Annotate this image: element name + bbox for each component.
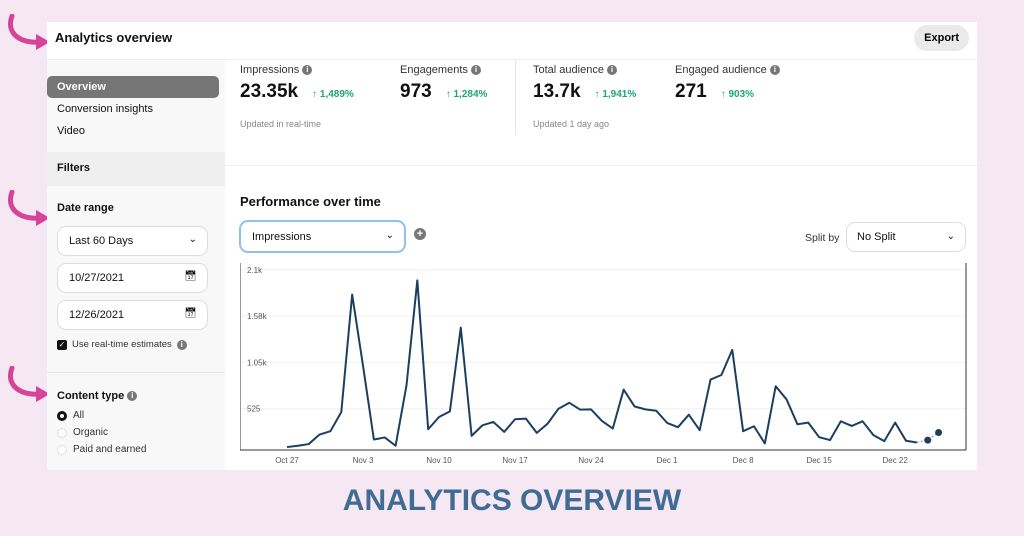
sidebar-item-video[interactable]: Video [57, 125, 85, 137]
x-tick-label: Nov 17 [502, 456, 528, 465]
metric-value: 23.35k [240, 81, 299, 102]
metric-name: Engaged audience i [675, 64, 780, 76]
metric-value: 13.7k [533, 81, 581, 102]
metric-value: 271 [675, 81, 707, 102]
x-tick-label: Nov 10 [426, 456, 452, 465]
split-by-label: Split by [805, 232, 840, 244]
start-date-value: 10/27/2021 [69, 272, 125, 284]
footer-title: ANALYTICS OVERVIEW [342, 484, 682, 517]
metric-change: ↑ 1,941% [594, 89, 637, 100]
date-range-value: Last 60 Days [69, 235, 134, 247]
end-date-input[interactable]: 12/26/2021 📅︎ [57, 300, 208, 330]
metric-label: Total audience [533, 64, 604, 76]
performance-chart: 525 1.05k 1.58k 2.1k Oct 27 Nov 3 Nov 10 Nov 17… [240, 263, 967, 465]
performance-title: Performance over time [240, 194, 381, 209]
x-tick-label: Nov 3 [353, 456, 374, 465]
checkbox-checked-icon[interactable]: ✓ [57, 339, 67, 350]
radio-organic[interactable]: Organic [57, 427, 108, 438]
divider [225, 165, 977, 166]
x-tick-label: Nov 24 [578, 456, 604, 465]
filters-heading: Filters [47, 152, 225, 186]
page-title: Analytics overview [55, 30, 173, 45]
metric-change: ↑ 1,489% [312, 89, 354, 100]
y-tick-label: 525 [247, 405, 261, 414]
arrow-icon [8, 190, 50, 226]
metric-impressions: Impressions i 23.35k ↑ 1,489% [240, 64, 354, 103]
info-icon[interactable]: i [769, 65, 780, 76]
metric-name: Impressions i [240, 64, 354, 76]
impressions-line [286, 279, 918, 449]
x-tick-label: Dec 1 [657, 456, 678, 465]
header: Analytics overview Export [47, 22, 977, 60]
content-type-label: Content type i [57, 390, 138, 402]
x-tick-label: Dec 22 [882, 456, 908, 465]
start-date-input[interactable]: 10/27/2021 📅︎ [57, 263, 208, 293]
radio-icon[interactable] [57, 444, 67, 455]
export-button[interactable]: Export [914, 25, 969, 51]
metric-total-audience: Total audience i 13.7k ↑ 1,941% [533, 64, 636, 103]
split-value: No Split [857, 231, 896, 243]
metric-value: 973 [400, 81, 432, 102]
info-icon[interactable]: i [176, 339, 187, 350]
add-metric-icon[interactable]: + [414, 228, 426, 240]
estimated-point [924, 436, 932, 444]
x-tick-label: Dec 8 [733, 456, 754, 465]
updated-realtime: Updated in real-time [240, 119, 322, 129]
change-value: 1,941% [602, 89, 637, 100]
analytics-card: Analytics overview Export Overview Conve… [47, 22, 977, 470]
arrow-icon [8, 14, 50, 50]
date-range-label: Date range [57, 202, 114, 214]
sidebar: Overview Conversion insights Video Filte… [47, 60, 225, 470]
metric-label: Engagements [400, 64, 468, 76]
radio-icon[interactable] [57, 427, 67, 438]
radio-paid-and-earned[interactable]: Paid and earned [57, 444, 146, 455]
updated-daily: Updated 1 day ago [533, 119, 610, 129]
metric-engagements: Engagements i 973 ↑ 1,284% [400, 64, 487, 103]
chevron-down-icon: ⌄ [385, 230, 394, 241]
info-icon[interactable]: i [127, 391, 138, 402]
radio-selected-icon[interactable] [57, 410, 67, 421]
arrow-icon [8, 366, 50, 402]
calendar-icon[interactable]: 📅︎ [184, 271, 197, 282]
estimated-point [935, 429, 943, 437]
sidebar-item-overview[interactable]: Overview [47, 76, 219, 98]
metric-label: Engaged audience [675, 64, 767, 76]
divider [515, 60, 516, 135]
content-type-text: Content type [57, 390, 125, 402]
metric-select-value: Impressions [252, 231, 312, 243]
split-by-select[interactable]: No Split ⌄ [846, 222, 966, 252]
chevron-down-icon: ⌄ [946, 231, 955, 242]
radio-label: All [73, 410, 85, 421]
radio-label: Paid and earned [73, 444, 147, 455]
divider [47, 372, 225, 373]
chevron-down-icon: ⌄ [188, 234, 197, 245]
realtime-checkbox[interactable]: ✓ Use real-time estimates i [57, 339, 187, 350]
metric-select[interactable]: Impressions ⌄ [239, 220, 406, 253]
info-icon[interactable]: i [470, 65, 481, 76]
sidebar-item-conversion-insights[interactable]: Conversion insights [57, 103, 153, 115]
x-tick-label: Dec 15 [806, 456, 832, 465]
date-range-select[interactable]: Last 60 Days ⌄ [57, 226, 208, 256]
change-value: 1,489% [319, 89, 354, 100]
radio-label: Organic [73, 427, 109, 438]
realtime-label: Use real-time estimates [72, 339, 172, 350]
y-tick-label: 1.05k [247, 358, 268, 367]
y-tick-label: 1.58k [247, 312, 268, 321]
metric-change: ↑ 1,284% [445, 89, 488, 100]
metric-name: Total audience i [533, 64, 636, 76]
metric-label: Impressions [240, 64, 300, 76]
info-icon[interactable]: i [302, 65, 313, 76]
change-value: 903% [728, 89, 755, 100]
calendar-icon[interactable]: 📅︎ [184, 308, 197, 319]
metric-name: Engagements i [400, 64, 487, 76]
end-date-value: 12/26/2021 [69, 309, 125, 321]
change-value: 1,284% [453, 89, 488, 100]
radio-all[interactable]: All [57, 410, 84, 421]
metric-change: ↑ 903% [720, 89, 755, 100]
info-icon[interactable]: i [607, 65, 618, 76]
metric-engaged-audience: Engaged audience i 271 ↑ 903% [675, 64, 780, 103]
x-tick-label: Oct 27 [275, 456, 299, 465]
y-tick-label: 2.1k [247, 266, 263, 275]
